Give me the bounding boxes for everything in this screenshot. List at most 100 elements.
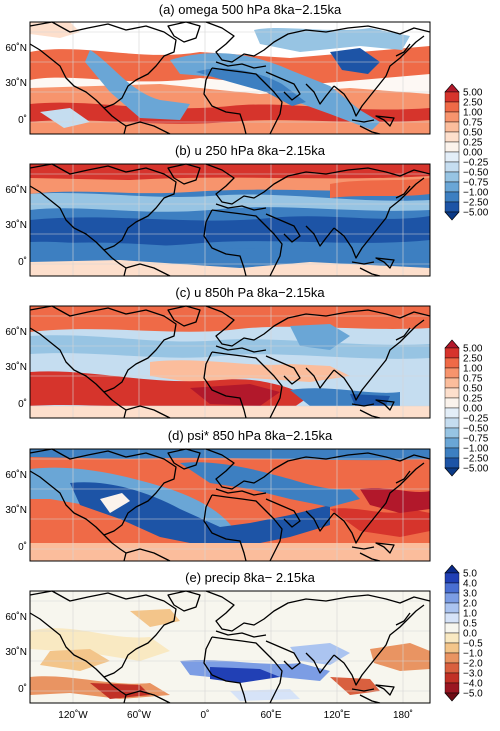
ylabel-b-30n: 30˚N: [5, 219, 27, 231]
colorbar-box: [444, 171, 460, 183]
colorbar-box: [444, 377, 460, 389]
colorbar-label: 5.00: [463, 344, 483, 355]
colorbar-box: [444, 201, 460, 213]
colorbar-label: 0.25: [463, 394, 483, 405]
colorbar-label: 4.0: [463, 579, 477, 590]
colorbar-label: 2.50: [463, 354, 483, 365]
colorbar-label: 1.0: [463, 609, 477, 620]
colorbar-label: −2.0: [463, 659, 483, 670]
ylabel-e-eq: 0˚: [18, 683, 27, 695]
colorbar-box: [444, 437, 460, 449]
colorbar-box: [444, 151, 460, 163]
colorbar-label: −0.25: [463, 158, 489, 169]
xlabel-120e: 120˚E: [324, 709, 351, 721]
ylabel-c-30n: 30˚N: [5, 361, 27, 373]
colorbar-label: −5.00: [463, 464, 489, 475]
xlabel-180: 180˚: [393, 709, 413, 721]
panel-title-b: (b) u 250 hPa 8ka−2.15ka: [175, 143, 326, 158]
colorbar-label: −0.50: [463, 424, 489, 435]
colorbar-label: 0.25: [463, 138, 483, 149]
ylabel-c-eq: 0˚: [18, 398, 27, 410]
colorbar-box: [444, 682, 460, 694]
colorbar-label: 3.0: [463, 589, 477, 600]
colorbar-precip: 5.04.03.02.01.00.50.0−0.5−1.0−2.0−3.0−4.…: [444, 564, 483, 702]
colorbar-box: [444, 662, 460, 674]
colorbar-label: −0.25: [463, 414, 489, 425]
colorbar-arrow-bottom: [444, 211, 460, 221]
colorbar-label: −4.0: [463, 679, 483, 690]
colorbar-u850-psi: 5.002.501.000.750.500.250.00−0.25−0.50−0…: [444, 339, 489, 477]
ylabel-c-60n: 60˚N: [5, 326, 27, 338]
colorbar-box: [444, 632, 460, 644]
colorbar-label: −1.0: [463, 649, 483, 660]
colorbar-label: 0.0: [463, 629, 477, 640]
colorbar-label: −2.50: [463, 198, 489, 209]
xlabel-120w: 120˚W: [58, 709, 88, 721]
panel-title-a: (a) omega 500 hPa 8ka−2.15ka: [159, 2, 342, 17]
ylabel-e-60n: 60˚N: [5, 611, 27, 623]
colorbar-arrow-bottom: [444, 467, 460, 477]
colorbar-label: −0.5: [463, 639, 483, 650]
colorbar-box: [444, 602, 460, 614]
colorbar-label: 0.50: [463, 128, 483, 139]
colorbar-box: [444, 672, 460, 684]
colorbar-label: 0.50: [463, 384, 483, 395]
map-panel-c: [29, 305, 431, 419]
ylabel-e-30n: 30˚N: [5, 646, 27, 658]
colorbar-box: [444, 622, 460, 634]
ylabel-d-eq: 0˚: [18, 541, 27, 553]
colorbar-box: [444, 592, 460, 604]
colorbar-label: 2.0: [463, 599, 477, 610]
ylabel-a-30n: 30˚N: [5, 77, 27, 89]
map-panel-d: [29, 448, 431, 562]
colorbar-label: 0.00: [463, 404, 483, 415]
ylabel-a-60n: 60˚N: [5, 42, 27, 54]
colorbar-box: [444, 161, 460, 173]
colorbar-arrow-top: [444, 339, 460, 349]
ylabel-d-30n: 30˚N: [5, 504, 27, 516]
colorbar-box: [444, 397, 460, 409]
xlabel-0: 0˚: [201, 709, 210, 721]
colorbar-label: 0.00: [463, 148, 483, 159]
colorbar-box: [444, 642, 460, 654]
colorbar-label: 0.75: [463, 118, 483, 129]
x-axis-labels: 120˚W 60˚W 0˚ 60˚E 120˚E 180˚: [58, 709, 413, 721]
panel-title-c: (c) u 850h Pa 8ka−2.15ka: [175, 285, 325, 300]
ylabel-b-60n: 60˚N: [5, 184, 27, 196]
colorbar-label: −3.0: [463, 669, 483, 680]
panel-title-d: (d) psi* 850 hPa 8ka−2.15ka: [168, 428, 333, 443]
colorbar-label: 0.75: [463, 374, 483, 385]
colorbar-box: [444, 387, 460, 399]
colorbar-label: −1.00: [463, 444, 489, 455]
colorbar-box: [444, 367, 460, 379]
colorbar-box: [444, 101, 460, 113]
colorbar-label: −2.50: [463, 454, 489, 465]
xlabel-60w: 60˚W: [127, 709, 151, 721]
colorbar-label: 2.50: [463, 98, 483, 109]
ylabel-b-eq: 0˚: [18, 256, 27, 268]
colorbar-box: [444, 407, 460, 419]
colorbar-label: −0.50: [463, 168, 489, 179]
ylabel-a-eq: 0˚: [18, 114, 27, 126]
colorbar-arrow-bottom: [444, 692, 460, 702]
colorbar-label: −5.0: [463, 689, 483, 700]
colorbar-label: −5.00: [463, 208, 489, 219]
colorbar-box: [444, 131, 460, 143]
ylabel-d-60n: 60˚N: [5, 469, 27, 481]
map-panel-b: [29, 163, 431, 277]
colorbar-label: 5.00: [463, 88, 483, 99]
colorbar-label: −0.75: [463, 178, 489, 189]
colorbar-label: 1.00: [463, 108, 483, 119]
colorbar-arrow-top: [444, 564, 460, 574]
colorbar-omega-u250: 5.002.501.000.750.500.250.00−0.25−0.50−0…: [444, 83, 489, 221]
map-panel-a: [29, 21, 431, 135]
colorbar-box: [444, 181, 460, 193]
xlabel-60e: 60˚E: [260, 709, 281, 721]
colorbar-label: 1.00: [463, 364, 483, 375]
colorbar-arrow-top: [444, 83, 460, 93]
colorbar-box: [444, 612, 460, 624]
colorbar-box: [444, 652, 460, 664]
colorbar-box: [444, 572, 460, 584]
colorbar-box: [444, 457, 460, 469]
